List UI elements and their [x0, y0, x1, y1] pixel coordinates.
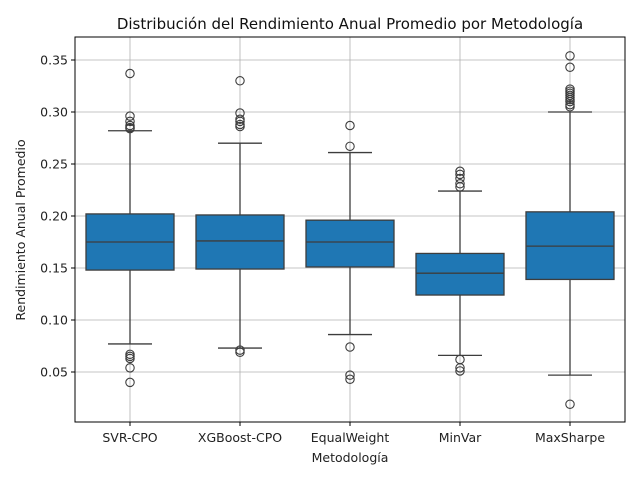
x-tick-label: SVR-CPO	[102, 430, 157, 445]
outlier-point	[565, 99, 575, 110]
outlier-point	[125, 353, 135, 364]
y-tick-label: 0.05	[40, 365, 68, 380]
x-tick-label: MaxSharpe	[535, 430, 605, 445]
outlier-point	[345, 374, 355, 385]
y-tick-label: 0.20	[40, 209, 68, 224]
outlier-point	[125, 111, 135, 121]
outlier-point	[125, 377, 135, 388]
iqr-box	[305, 219, 395, 268]
outlier-point	[235, 347, 245, 357]
outlier-point	[125, 68, 135, 79]
x-tick-label: EqualWeight	[311, 430, 390, 445]
y-tick-label: 0.30	[40, 105, 68, 120]
iqr-box	[415, 252, 505, 296]
outlier-point	[565, 84, 575, 94]
iqr-box	[195, 214, 285, 270]
x-tick-label: XGBoost-CPO	[198, 430, 282, 445]
y-axis-title: Rendimiento Anual Promedio	[13, 139, 28, 320]
outlier-point	[345, 120, 355, 131]
outlier-point	[565, 399, 575, 409]
outlier-point	[345, 141, 355, 152]
outlier-point	[455, 173, 465, 184]
outlier-point	[345, 342, 355, 352]
outlier-point	[125, 120, 135, 131]
outlier-point	[455, 179, 465, 189]
outlier-point	[235, 108, 245, 118]
outlier-point	[235, 76, 245, 86]
x-tick-label: MinVar	[439, 430, 482, 445]
plot-area: 0.05 0.10 0.15 0.20 0.25 0.30 0.35 SVR-CPO XGBoo…	[40, 36, 626, 445]
y-tick-label: 0.15	[40, 261, 68, 276]
outlier-point	[455, 366, 465, 376]
x-axis-title: Metodología	[312, 450, 389, 465]
outlier-point	[235, 114, 245, 125]
outlier-point	[455, 363, 465, 373]
y-tick-label: 0.10	[40, 313, 68, 328]
y-tick-label: 0.35	[40, 53, 68, 68]
outlier-point	[455, 169, 465, 180]
outlier-point	[455, 166, 465, 177]
outlier-point	[565, 51, 575, 61]
outlier-point	[235, 119, 245, 130]
outlier-point	[345, 370, 355, 380]
outlier-point	[125, 363, 135, 373]
y-tick-label: 0.25	[40, 157, 68, 172]
outlier-point	[125, 116, 135, 127]
outlier-point	[565, 62, 575, 73]
chart-title: Distribución del Rendimiento Anual Prome…	[117, 15, 583, 33]
